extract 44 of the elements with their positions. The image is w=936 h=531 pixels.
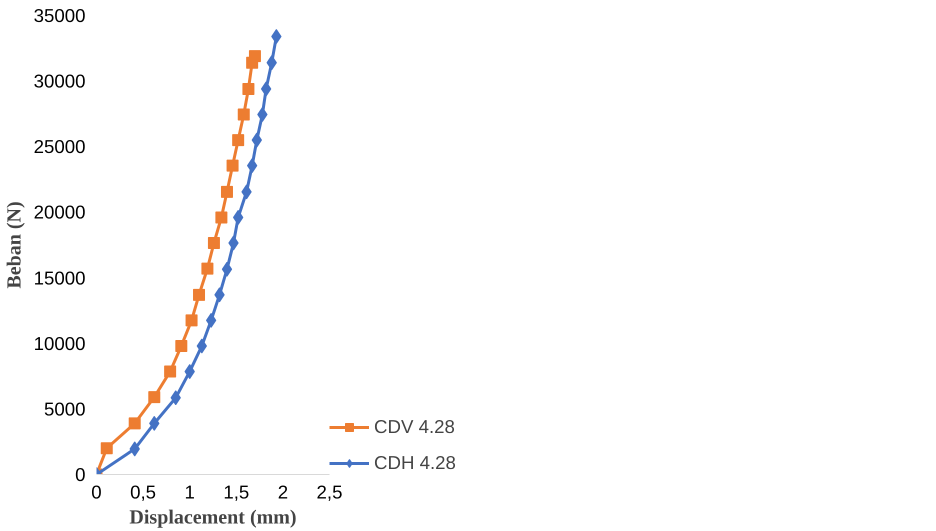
x-axis-title: Displacement (mm) [129, 506, 297, 528]
point [260, 81, 272, 96]
point [214, 287, 225, 302]
point [226, 160, 239, 172]
legend-label: CDH 4.28 [374, 452, 456, 474]
point [246, 158, 258, 174]
point [208, 237, 220, 250]
point [148, 391, 160, 404]
point [271, 28, 282, 44]
y-tick-label: 0 [75, 464, 86, 485]
point [193, 288, 206, 301]
point [175, 340, 188, 352]
point [222, 262, 232, 277]
y-tick-label: 15000 [34, 267, 86, 288]
point [228, 236, 239, 251]
point [201, 262, 214, 275]
point [164, 366, 176, 378]
point [241, 184, 252, 200]
point [238, 108, 250, 121]
y-tick-label: 20000 [34, 202, 86, 223]
y-tick-label: 35000 [34, 5, 86, 26]
x-tick-label: 0,5 [130, 482, 156, 502]
y-axis-title: Beban (N) [4, 201, 26, 289]
point [186, 314, 198, 326]
x-tick-label: 2,5 [316, 482, 342, 502]
point [248, 50, 261, 62]
point [220, 186, 233, 198]
y-tick-label: 5000 [44, 398, 86, 420]
point [215, 211, 228, 224]
point [242, 82, 254, 95]
point [100, 442, 113, 454]
x-tick-label: 1,5 [223, 482, 250, 502]
point [206, 312, 216, 328]
point [128, 417, 141, 430]
point [232, 210, 244, 225]
x-tick-label: 2 [278, 482, 288, 502]
legend-label: CDV 4.28 [374, 416, 455, 438]
y-tick-label: 25000 [34, 136, 86, 158]
y-tick-label: 10000 [34, 332, 86, 354]
y-tick-label: 30000 [34, 70, 86, 92]
point [232, 134, 244, 146]
x-tick-label: 1 [184, 482, 195, 502]
point [257, 107, 268, 122]
x-tick-label: 0 [91, 482, 102, 502]
